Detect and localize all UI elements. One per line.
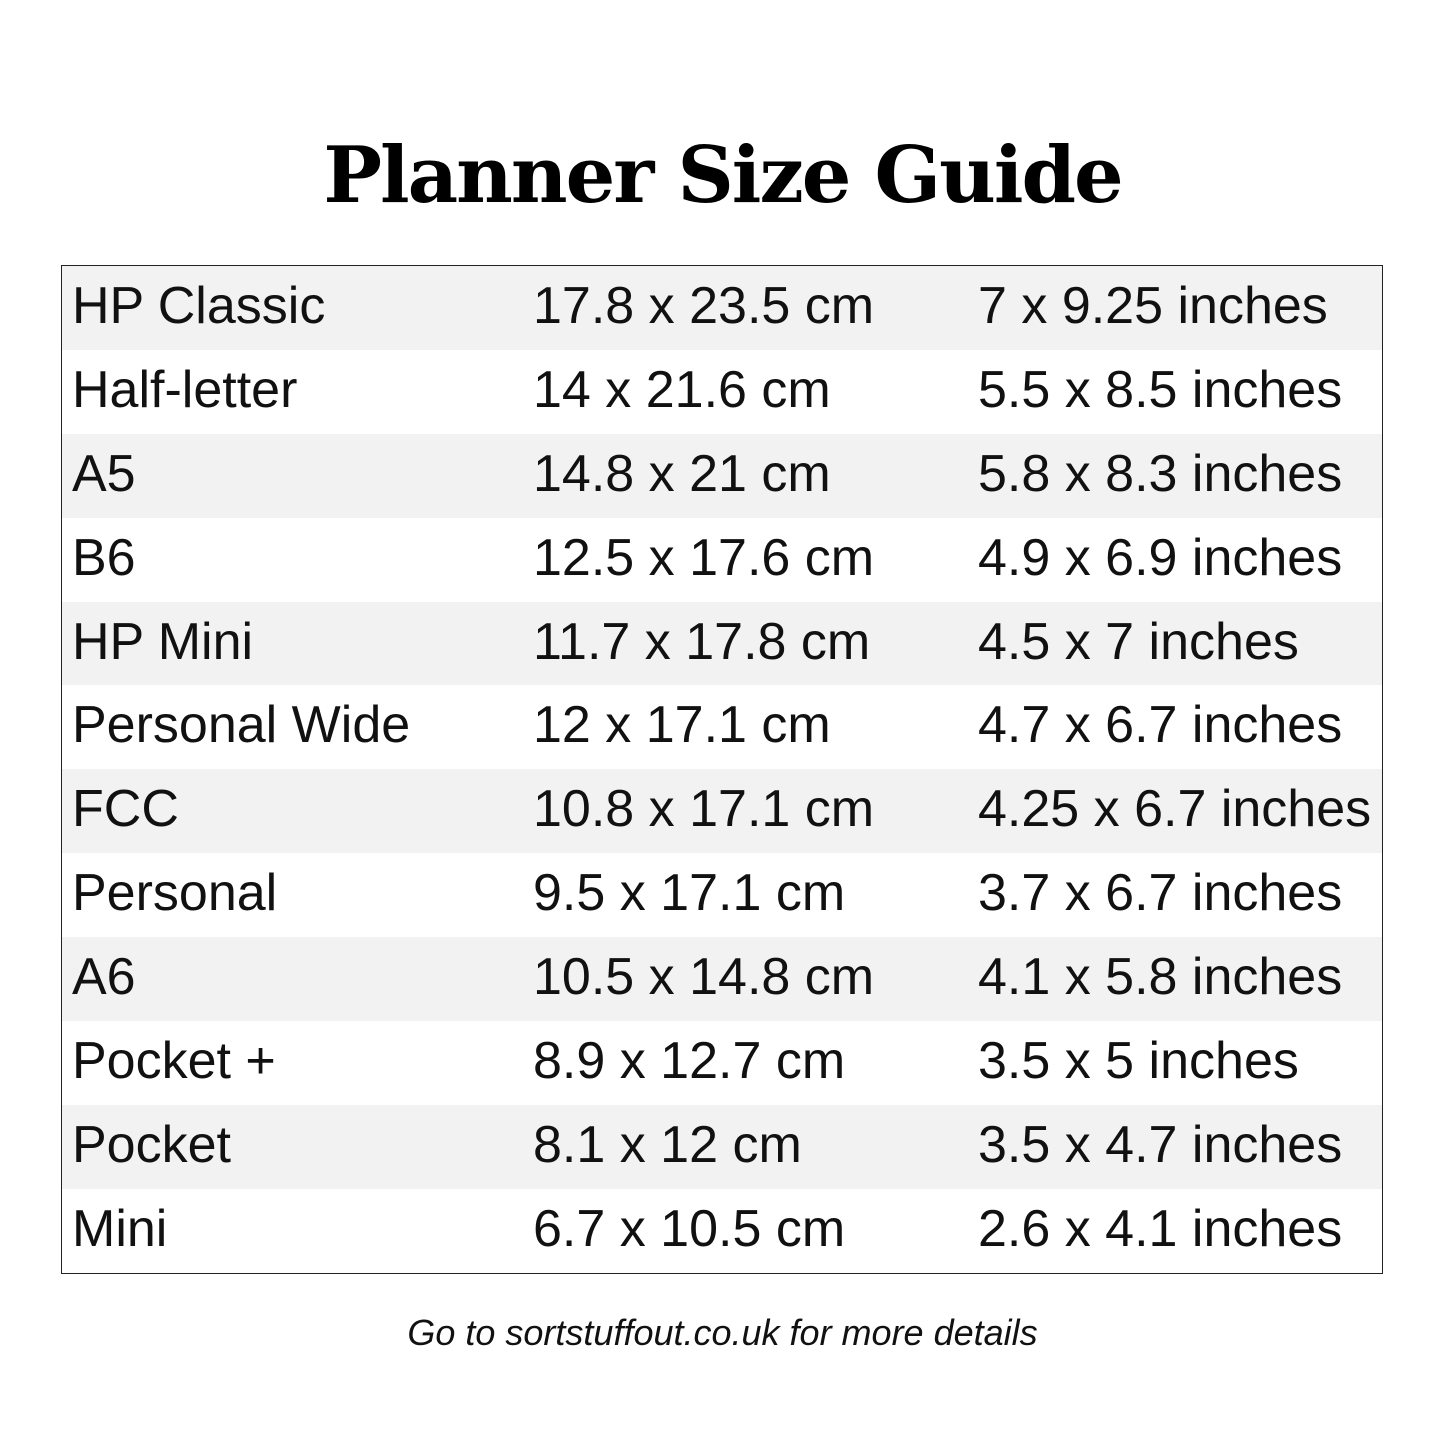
size-cm: 10.8 x 17.1 cm — [533, 780, 875, 839]
size-name: Half-letter — [72, 360, 298, 419]
table-row: Half-letter 14 x 21.6 cm 5.5 x 8.5 inches — [62, 350, 1382, 434]
size-table: HP Classic 17.8 x 23.5 cm 7 x 9.25 inches H… — [61, 265, 1383, 1274]
size-cm: 6.7 x 10.5 cm — [533, 1199, 846, 1258]
table-row: Personal 9.5 x 17.1 cm 3.7 x 6.7 inches — [62, 853, 1382, 937]
size-name: Mini — [72, 1199, 168, 1258]
size-cm: 10.5 x 14.8 cm — [533, 948, 875, 1007]
size-cm: 12.5 x 17.6 cm — [533, 528, 875, 587]
page-title: Planner Size Guide — [323, 130, 1123, 221]
table-row: HP Classic 17.8 x 23.5 cm 7 x 9.25 inches — [62, 266, 1382, 350]
size-inches: 3.5 x 5 inches — [978, 1032, 1299, 1091]
size-inches: 7 x 9.25 inches — [978, 277, 1328, 335]
size-cm: 17.8 x 23.5 cm — [533, 277, 875, 335]
size-name: A5 — [72, 444, 136, 503]
size-cm: 14.8 x 21 cm — [533, 444, 831, 503]
size-cm: 12 x 17.1 cm — [533, 696, 831, 755]
size-name: Pocket — [72, 1115, 231, 1174]
size-cm: 9.5 x 17.1 cm — [533, 864, 846, 923]
size-name: HP Classic — [72, 277, 326, 335]
size-inches: 2.6 x 4.1 inches — [978, 1199, 1343, 1258]
table-row: FCC 10.8 x 17.1 cm 4.25 x 6.7 inches — [62, 769, 1382, 854]
size-cm: 8.9 x 12.7 cm — [533, 1032, 846, 1091]
table-row: B6 12.5 x 17.6 cm 4.9 x 6.9 inches — [62, 518, 1382, 602]
table-row: Personal Wide 12 x 17.1 cm 4.7 x 6.7 inche… — [62, 685, 1382, 769]
size-name: Personal — [72, 864, 278, 923]
size-inches: 4.1 x 5.8 inches — [978, 948, 1343, 1007]
size-cm: 8.1 x 12 cm — [533, 1115, 802, 1174]
size-name: B6 — [72, 528, 136, 587]
table-row: Pocket 8.1 x 12 cm 3.5 x 4.7 inches — [62, 1104, 1382, 1189]
size-inches: 3.7 x 6.7 inches — [978, 864, 1343, 923]
size-inches: 5.8 x 8.3 inches — [978, 444, 1343, 503]
size-name: FCC — [72, 780, 179, 839]
size-inches: 4.25 x 6.7 inches — [978, 780, 1372, 839]
size-inches: 4.5 x 7 inches — [978, 612, 1299, 671]
table-row: Mini 6.7 x 10.5 cm 2.6 x 4.1 inches — [62, 1189, 1382, 1273]
size-inches: 3.5 x 4.7 inches — [978, 1115, 1343, 1174]
size-name: Pocket + — [72, 1032, 276, 1091]
table-row: HP Mini 11.7 x 17.8 cm 4.5 x 7 inches — [62, 601, 1382, 686]
size-inches: 4.9 x 6.9 inches — [978, 528, 1343, 587]
size-inches: 4.7 x 6.7 inches — [978, 696, 1343, 755]
size-cm: 14 x 21.6 cm — [533, 360, 831, 419]
size-name: HP Mini — [72, 612, 254, 671]
size-name: Personal Wide — [72, 696, 411, 755]
table-row: Pocket + 8.9 x 12.7 cm 3.5 x 5 inches — [62, 1021, 1382, 1105]
size-inches: 5.5 x 8.5 inches — [978, 360, 1343, 419]
footer-note: Go to sortstuffout.co.uk for more detail… — [407, 1312, 1038, 1353]
table-row: A6 10.5 x 14.8 cm 4.1 x 5.8 inches — [62, 937, 1382, 1022]
table-row: A5 14.8 x 21 cm 5.8 x 8.3 inches — [62, 433, 1382, 518]
size-cm: 11.7 x 17.8 cm — [533, 612, 871, 671]
size-name: A6 — [72, 948, 136, 1007]
